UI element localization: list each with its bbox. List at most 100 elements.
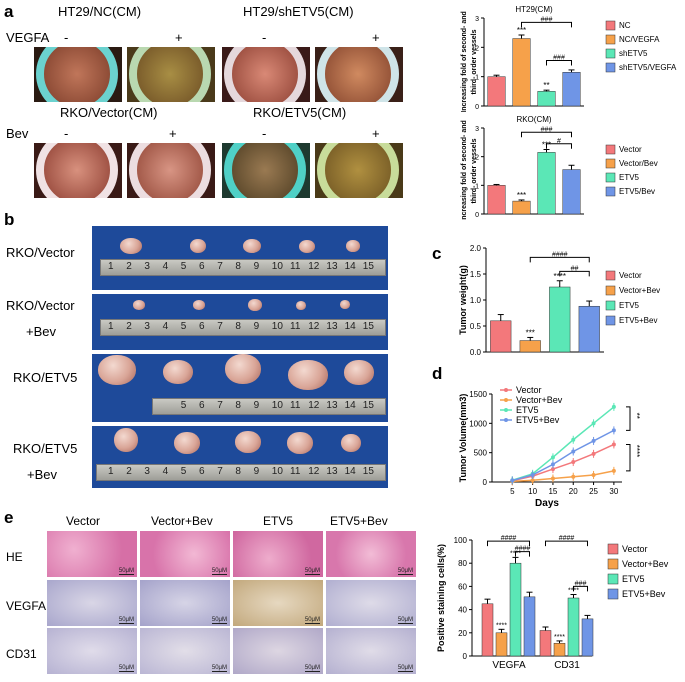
bar bbox=[562, 169, 581, 215]
legend-swatch bbox=[605, 48, 616, 59]
histology-image: 50μM bbox=[140, 531, 230, 577]
tumor bbox=[225, 354, 261, 384]
series-line bbox=[512, 406, 615, 481]
x-group-label: CD31 bbox=[554, 660, 580, 671]
bracket bbox=[545, 540, 588, 547]
ruler-number: 5 bbox=[180, 400, 187, 411]
significance-label: ** bbox=[543, 81, 549, 90]
bar bbox=[539, 630, 552, 657]
x-tick-label: 20 bbox=[569, 487, 578, 496]
ruler-number: 9 bbox=[253, 321, 260, 332]
x-tick-label: 25 bbox=[589, 487, 598, 496]
scale-bar: 50μM bbox=[118, 617, 134, 624]
minus-1: - bbox=[64, 30, 69, 45]
plus-4: + bbox=[372, 126, 380, 141]
legend-label: ETV5+Bev bbox=[619, 316, 657, 325]
bar bbox=[553, 642, 566, 657]
ruler-number: 1 bbox=[108, 261, 114, 272]
legend-label: NC/VEGFA bbox=[619, 35, 660, 44]
ruler-number: 10 bbox=[271, 400, 283, 411]
tumor bbox=[299, 240, 315, 253]
bar bbox=[537, 91, 556, 107]
ruler-number: 11 bbox=[290, 261, 301, 272]
ruler-number: 14 bbox=[344, 321, 356, 332]
ruler-number: 4 bbox=[162, 261, 169, 272]
cam-photo-etv5 bbox=[222, 143, 310, 198]
y-tick-label: 3 bbox=[475, 126, 479, 133]
ruler-number: 14 bbox=[344, 400, 356, 411]
y-tick-label: 40 bbox=[458, 606, 467, 615]
legend-label: Vector bbox=[619, 271, 642, 280]
ruler-number: 8 bbox=[235, 261, 241, 272]
row2-label: Bev bbox=[6, 126, 29, 141]
histology-image: 50μM bbox=[47, 531, 137, 577]
legend-swatch bbox=[605, 34, 616, 45]
ruler-number: 14 bbox=[344, 466, 356, 477]
histology-image: 50μM bbox=[326, 580, 416, 626]
ruler-number: 9 bbox=[253, 466, 260, 477]
bar bbox=[481, 603, 494, 657]
bracket-label: ### bbox=[575, 580, 587, 587]
legend-label: shETV5 bbox=[619, 49, 648, 58]
histology-image: 50μM bbox=[47, 628, 137, 674]
bar bbox=[549, 286, 571, 353]
x-group-label: VEGFA bbox=[492, 660, 526, 671]
y-axis-label: Increasing fold of second- and bbox=[461, 11, 468, 112]
y-tick-label: 0 bbox=[483, 478, 488, 487]
group1-title: HT29/NC(CM) bbox=[58, 4, 142, 19]
col-title-vector: Vector bbox=[66, 514, 101, 528]
ruler-number: 9 bbox=[253, 400, 260, 411]
histology-image: 50μM bbox=[233, 580, 323, 626]
chart-ht29: 0 1 2 3 Increasing fold of second- and third-… bbox=[461, 5, 677, 112]
ruler-number: 4 bbox=[162, 466, 169, 477]
scale-bar: 50μM bbox=[118, 568, 134, 575]
ruler-number: 4 bbox=[162, 321, 169, 332]
x-tick-label: 5 bbox=[510, 487, 515, 496]
y-tick-label: 1000 bbox=[469, 419, 487, 428]
y-tick-label: 100 bbox=[454, 536, 468, 545]
ruler-number: 11 bbox=[290, 400, 301, 411]
tumor bbox=[133, 300, 145, 310]
ruler-number: 7 bbox=[217, 400, 223, 411]
ruler-number: 13 bbox=[326, 400, 338, 411]
legend-label: Vector bbox=[516, 385, 542, 395]
bar bbox=[509, 562, 522, 657]
histology-image: 50μM bbox=[233, 531, 323, 577]
ruler-number: 8 bbox=[235, 400, 241, 411]
significance-label: *** bbox=[517, 191, 526, 200]
tumor bbox=[341, 434, 361, 452]
y-axis-label: Positive staining cells(%) bbox=[436, 544, 446, 652]
y-axis-label: Increasing fold of second- and bbox=[461, 120, 468, 220]
legend-swatch bbox=[605, 300, 616, 311]
row1-label: VEGFA bbox=[6, 30, 50, 45]
bracket bbox=[515, 551, 530, 557]
y-axis-label: Tumor Volume(mm3) bbox=[458, 394, 468, 483]
bracket-label: ### bbox=[541, 126, 553, 133]
row-label-rko-etv5: RKO/ETV5 bbox=[13, 370, 78, 385]
legend-marker bbox=[504, 418, 508, 422]
chart-title: RKO(CM) bbox=[516, 115, 551, 124]
ruler-number: 7 bbox=[217, 466, 223, 477]
ruler-4 bbox=[96, 464, 386, 481]
legend-marker bbox=[504, 408, 508, 412]
scale-bar: 50μM bbox=[397, 617, 413, 624]
series-line bbox=[512, 443, 615, 482]
y-tick-label: 1 bbox=[475, 183, 479, 190]
y-tick-label: 500 bbox=[474, 449, 488, 458]
scale-bar: 50μM bbox=[211, 665, 227, 672]
col-title-etv5-bev: ETV5+Bev bbox=[330, 514, 388, 528]
minus-4: - bbox=[262, 126, 267, 141]
legend-swatch bbox=[605, 270, 616, 281]
bar bbox=[562, 72, 581, 107]
legend-label: ETV5 bbox=[619, 301, 640, 310]
ruler-number: 5 bbox=[180, 261, 187, 272]
ruler-number: 6 bbox=[199, 321, 205, 332]
tumor bbox=[235, 431, 261, 453]
cam-photo-vector bbox=[34, 143, 122, 198]
minus-3: - bbox=[64, 126, 69, 141]
bracket bbox=[559, 270, 590, 277]
significance-label: *** bbox=[526, 328, 535, 337]
y-tick-label: 1500 bbox=[469, 390, 487, 399]
chart-rko: 0 1 2 3 Increasing fold of second- and third-… bbox=[461, 115, 658, 220]
legend-label: ETV5/Bev bbox=[619, 187, 655, 196]
